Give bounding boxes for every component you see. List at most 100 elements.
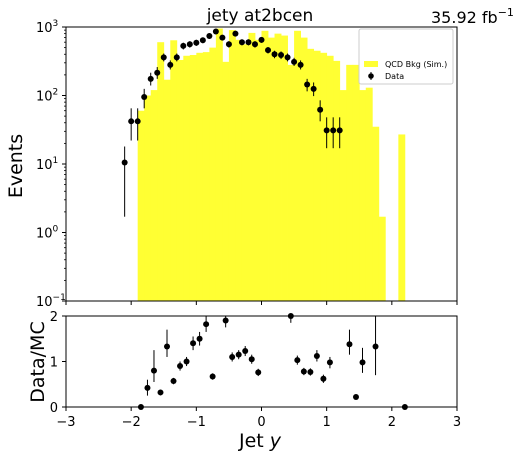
y-tick-label: 100 [36,225,59,242]
ratio-point [346,341,353,348]
mc-bar [274,33,282,301]
chart-title: jety at2bcen [206,6,314,26]
mc-bar [287,64,295,302]
data-point [238,39,245,46]
data-point [265,47,272,54]
data-point [180,42,187,49]
mc-bar [398,134,406,301]
data-point [193,39,200,46]
ratio-x-ticks: −3 −2 −1 0 1 2 3 [56,407,461,430]
mc-bar [326,55,334,301]
mc-bar [281,35,288,302]
data-point [284,54,291,61]
ratio-point [229,353,236,360]
data-point [212,28,219,35]
ratio-point [307,368,314,375]
legend: QCD Bkg (Sim.) Data [358,28,454,85]
data-point [199,37,206,44]
mc-bar [300,37,308,302]
data-point [173,54,180,61]
y-tick-label: 10−1 [36,293,66,310]
ratio-panel: 0 1 2 −3 −2 −1 0 1 2 3 Data/MC Jet y [27,310,461,452]
legend-label-data: Data [385,72,404,81]
mc-bar [163,79,171,302]
ratio-point [150,367,157,374]
data-point [154,69,161,76]
ratio-point [326,359,333,366]
x-tick-label: −1 [187,415,206,430]
mc-bar [137,110,145,301]
data-point [317,106,324,113]
ratio-point [359,359,366,366]
legend-box [358,28,454,85]
ratio-point [177,363,184,370]
mc-bar [170,40,178,301]
mc-bar [268,37,275,302]
data-point [206,32,213,39]
ratio-point [313,353,320,360]
mc-bar [241,44,249,301]
mc-bar [176,59,184,302]
mc-bar [215,28,223,302]
mc-bar [320,52,328,302]
data-point [278,52,285,59]
mc-bar [150,90,158,301]
mc-bar [228,30,236,301]
mc-bar [346,64,354,302]
data-point [225,41,232,48]
data-point [219,34,226,41]
mc-bar [183,55,191,301]
data-point [147,75,154,82]
mc-bar [248,32,256,302]
data-point [304,81,311,88]
ratio-point [203,321,210,328]
ratio-point [170,378,177,385]
mc-bar [378,216,386,301]
mc-bar [372,126,380,301]
ratio-y-tick-label: 0 [50,401,58,416]
ratio-point [294,357,301,364]
x-tick-label: −2 [122,415,141,430]
data-point [128,118,135,125]
ratio-series [137,313,408,410]
ratio-point [300,368,307,375]
mc-bar [261,30,269,302]
ratio-point [320,375,327,382]
mc-bar [333,60,341,302]
data-point [310,85,317,92]
mc-bar [254,39,262,301]
y-tick-label: 102 [36,88,58,105]
mc-bar [365,87,373,301]
mc-bar [157,42,165,301]
x-tick-label: −3 [56,415,75,430]
data-point [291,58,298,65]
data-point [232,30,239,37]
ratio-point [352,393,359,400]
ratio-y-tick-label: 2 [50,310,58,325]
ratio-point [190,340,197,347]
x-tick-label: 3 [453,415,461,430]
ratio-point [248,356,255,363]
ratio-point [242,348,249,355]
legend-swatch-mc [364,61,378,67]
mc-bar [294,30,301,302]
mc-bar [307,48,315,301]
x-tick-label: 0 [257,415,265,430]
mc-bar [189,55,197,302]
legend-label-mc: QCD Bkg (Sim.) [385,60,447,69]
data-point [167,61,174,68]
mc-bar [196,52,204,302]
ratio-point [183,358,190,365]
mc-bar [359,90,367,301]
x-tick-label: 2 [388,415,396,430]
data-point [271,51,278,58]
data-point [251,41,258,48]
x-tick-label: 1 [323,415,331,430]
data-point [323,127,330,134]
ratio-point [144,384,151,391]
luminosity-label: 35.92 fb−1 [431,6,514,27]
ratio-point [196,335,203,342]
ratio-y-tick-label: 1 [50,356,58,371]
